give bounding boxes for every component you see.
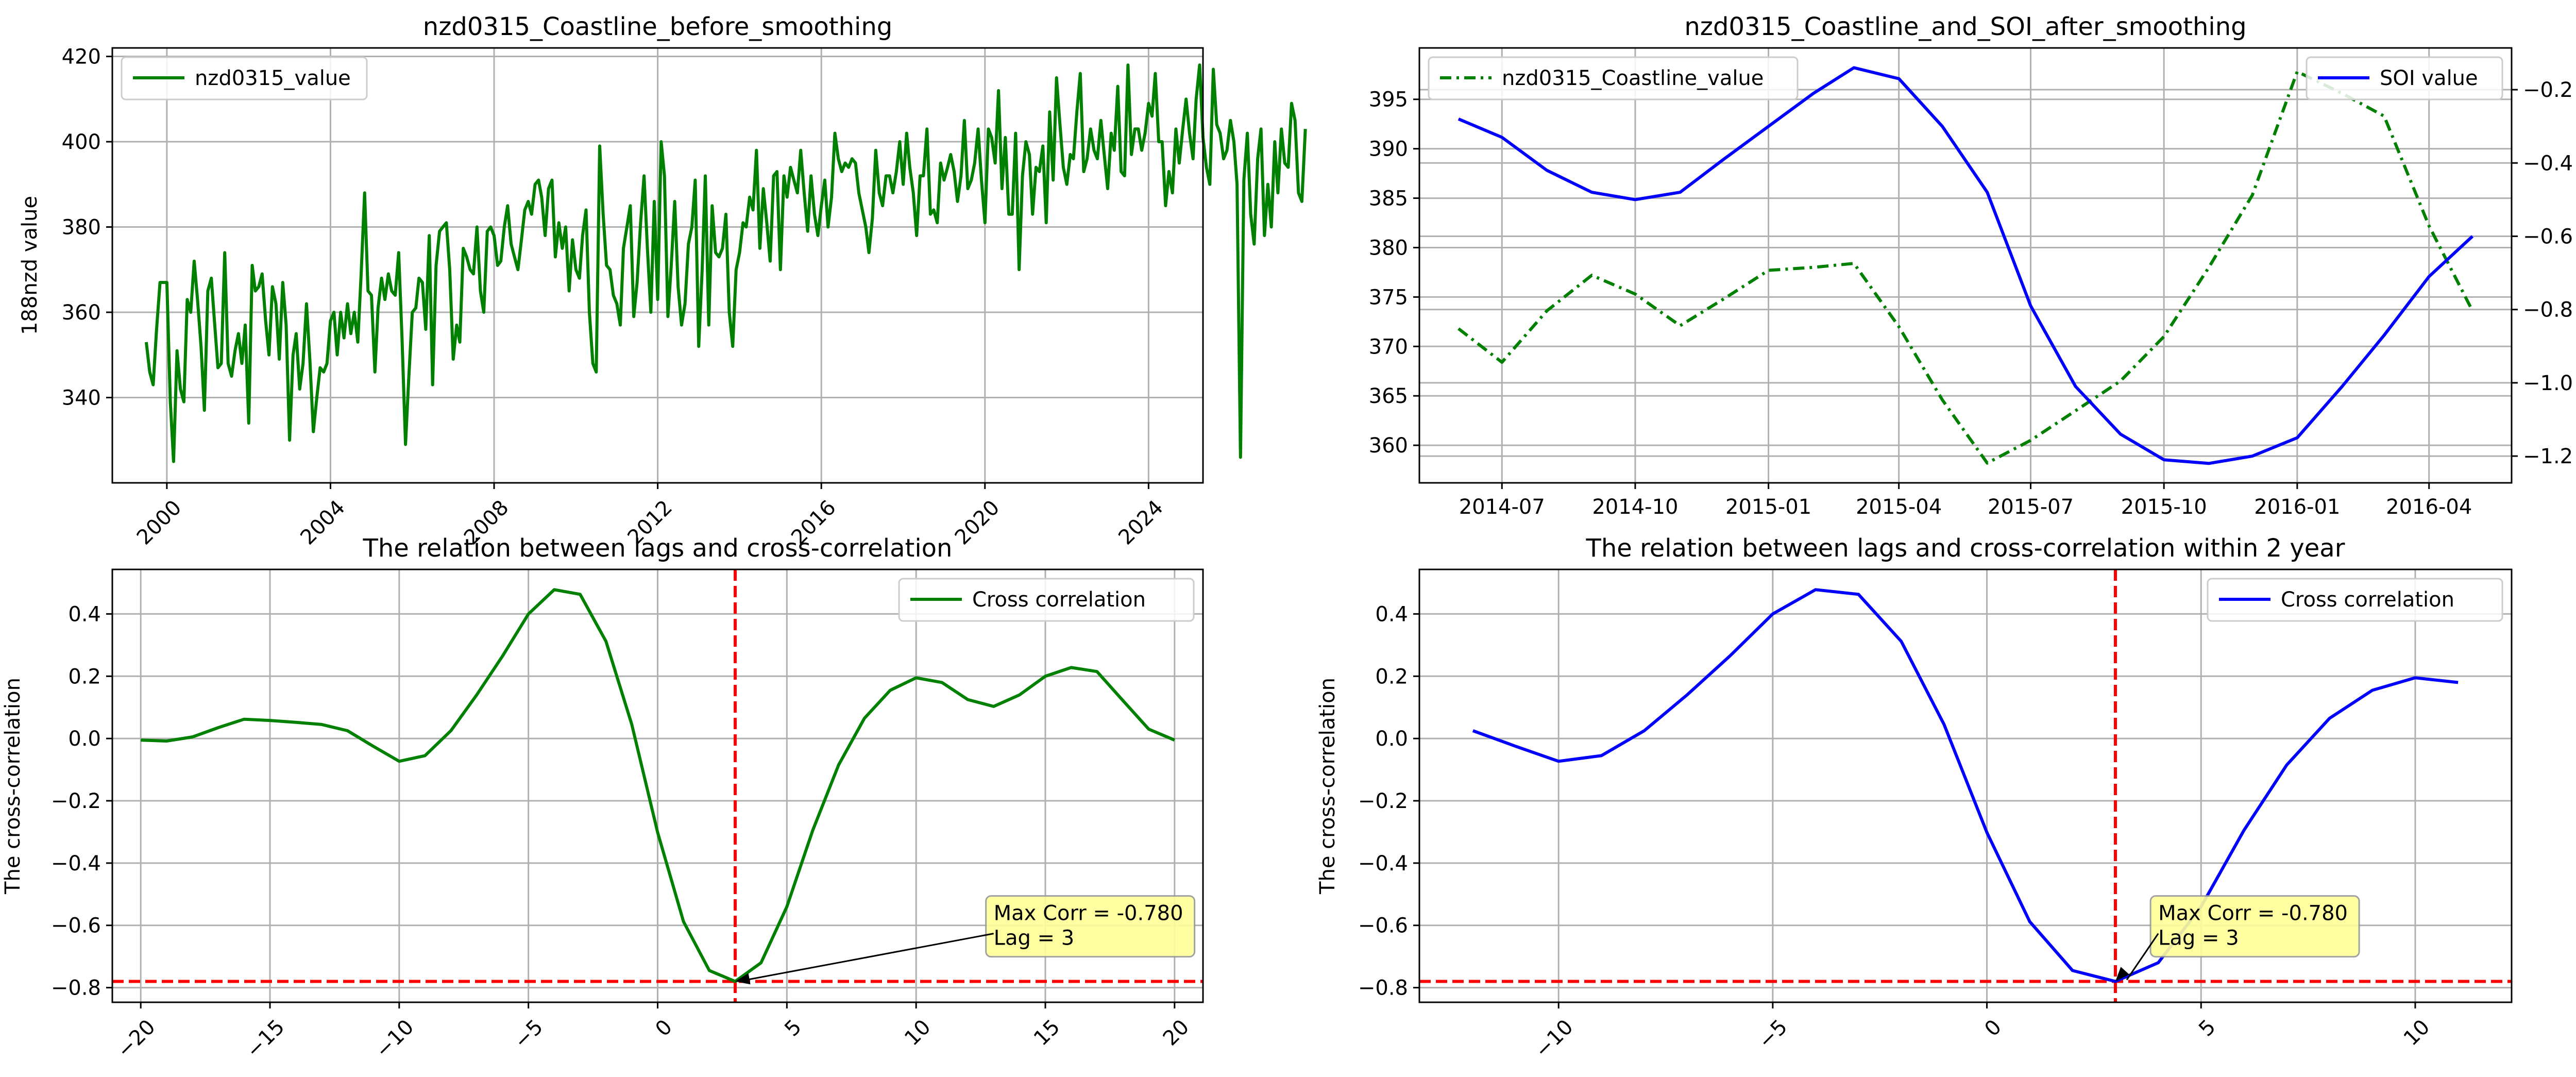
y2-tick-label: −0.6 [2523, 225, 2573, 248]
legend-box [898, 578, 1195, 622]
x-tick-label: 2015-01 [1725, 495, 1811, 519]
y-tick-label: 400 [62, 130, 101, 154]
annotation-line-2: Lag = 3 [2158, 927, 2239, 950]
y-tick-label: 385 [1369, 187, 1408, 211]
y2-tick-label: −0.2 [2523, 78, 2573, 102]
y-tick-label: −0.8 [51, 977, 101, 1000]
y-tick-label: 395 [1369, 88, 1408, 112]
y-tick-label: 375 [1369, 285, 1408, 309]
x-tick-label: 10 [900, 1015, 936, 1051]
series-line-1 [1472, 588, 2459, 983]
legend-box [2306, 56, 2503, 100]
x-tick-label: 2015-10 [2121, 495, 2207, 519]
y2-tick-label: −0.4 [2523, 152, 2573, 175]
annotation-arrow-shaft [2126, 933, 2159, 981]
y-tick-label: −0.4 [1358, 852, 1408, 876]
legend-label: nzd0315_value [195, 66, 351, 90]
y-tick-label: 0.0 [68, 727, 101, 751]
y-axis-label: 188nzd value [18, 196, 42, 335]
legend-label: SOI value [2380, 66, 2478, 90]
y-tick-label: 390 [1369, 138, 1408, 161]
y-tick-label: 0.4 [1375, 602, 1408, 626]
y2-tick-label: −1.2 [2523, 445, 2573, 468]
y-tick-label: −0.2 [51, 789, 101, 813]
x-tick-label: 2016-01 [2254, 495, 2340, 519]
y-tick-label: 380 [62, 216, 101, 240]
x-tick-label: 2016-04 [2386, 495, 2472, 519]
chart-title: nzd0315_Coastline_before_smoothing [423, 12, 892, 41]
x-tick-label: 0 [651, 1015, 677, 1041]
x-tick-label: 0 [1980, 1015, 2006, 1041]
y-tick-label: −0.6 [51, 914, 101, 938]
x-tick-label: 5 [2194, 1015, 2221, 1041]
series-line-2 [1458, 66, 2474, 465]
y-tick-label: 0.0 [1375, 727, 1408, 751]
y-tick-label: 420 [62, 45, 101, 69]
series-line-1 [1458, 70, 2474, 465]
y-tick-label: −0.6 [1358, 914, 1408, 938]
x-tick-label: 2015-07 [1988, 495, 2074, 519]
chart-panel-2: 2014-07 2014-10 2015-01 2015-04 2015-07 2015-… [1369, 12, 2573, 519]
x-tick-label: 2015-04 [1856, 495, 1942, 519]
y2-tick-label: −0.8 [2523, 298, 2573, 322]
y-tick-label: 340 [62, 386, 101, 410]
y-tick-label: 365 [1369, 384, 1408, 408]
annotation-line-2: Lag = 3 [994, 927, 1075, 950]
y-tick-label: 0.2 [68, 665, 101, 688]
x-tick-label: 2014-07 [1459, 495, 1545, 519]
chart-title: nzd0315_Coastline_and_SOI_after_smoothin… [1684, 12, 2246, 41]
x-tick-label: 10 [2399, 1015, 2435, 1051]
legend-box [1428, 56, 1799, 100]
x-tick-label: 2000 [132, 496, 187, 550]
legend-label: nzd0315_Coastline_value [1502, 66, 1764, 90]
annotation-arrow-shaft [746, 933, 994, 981]
annotation-arrow-head [735, 973, 751, 985]
legend-label: Cross correlation [2281, 588, 2454, 612]
y-tick-label: 0.4 [68, 602, 101, 626]
plot-frame [1418, 47, 2513, 484]
y2-tick-label: −1.0 [2523, 372, 2573, 395]
y-tick-label: 360 [1369, 434, 1408, 458]
y-tick-label: 370 [1369, 335, 1408, 359]
x-tick-label: −20 [112, 1015, 160, 1063]
y-tick-label: −0.2 [1358, 789, 1408, 813]
legend-box [2207, 578, 2503, 622]
x-tick-label: −5 [510, 1015, 548, 1053]
plot-frame [1418, 568, 2513, 1003]
y-tick-label: 0.2 [1375, 665, 1408, 688]
annotation-line-1: Max Corr = -0.780 [2158, 902, 2348, 925]
x-tick-label: 5 [780, 1015, 806, 1041]
chart-title: The relation between lags and cross-corr… [1586, 534, 2345, 563]
x-tick-label: −10 [1530, 1015, 1578, 1063]
y-axis-label: The cross-correlation [1316, 678, 1340, 895]
annotation-arrow-head [2115, 967, 2129, 982]
legend-box [121, 56, 368, 100]
y-tick-label: −0.4 [51, 852, 101, 876]
y-axis-label: The cross-correlation [1, 678, 25, 895]
x-tick-label: −5 [1754, 1015, 1792, 1053]
x-tick-label: −10 [371, 1015, 418, 1063]
annotation-box [2149, 895, 2360, 958]
chart-panel-1: 2000 2004 2008 2012 2016 2020 2024340360380400… [18, 12, 1307, 550]
annotation-line-1: Max Corr = -0.780 [994, 902, 1183, 925]
x-tick-label: 2020 [951, 496, 1005, 550]
x-tick-label: 20 [1159, 1015, 1194, 1051]
chart-title: The relation between lags and cross-corr… [363, 534, 953, 563]
y-tick-label: −0.8 [1358, 977, 1408, 1000]
x-tick-label: 2004 [296, 496, 350, 550]
x-tick-label: 2024 [1114, 496, 1168, 550]
y-tick-label: 380 [1369, 236, 1408, 260]
series-line-1 [144, 63, 1307, 463]
x-tick-label: 2014-10 [1592, 495, 1678, 519]
series-line-1 [141, 588, 1175, 983]
x-tick-label: −15 [242, 1015, 289, 1063]
x-tick-label: 15 [1029, 1015, 1065, 1051]
legend-label: Cross correlation [972, 588, 1146, 612]
annotation-box [985, 895, 1196, 958]
y-tick-label: 360 [62, 301, 101, 325]
